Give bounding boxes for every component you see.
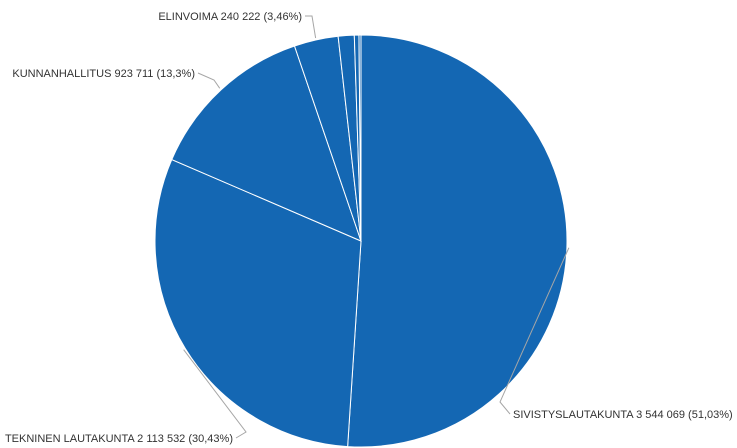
slice-label-kunnanhallitus: KUNNANHALLITUS 923 711 (13,3%)	[12, 68, 195, 80]
leader-line-tekninen-lautakunta	[183, 349, 247, 439]
pie-slice-small-6[interactable]	[358, 34, 362, 242]
slice-label-elinvoima: ELINVOIMA 240 222 (3,46%)	[158, 11, 302, 23]
slice-label-tekninen-lautakunta: TEKNINEN LAUTAKUNTA 2 113 532 (30,43%)	[5, 433, 233, 445]
leader-line-elinvoima	[305, 15, 317, 39]
slice-label-sivistyslautakunta: SIVISTYSLAUTAKUNTA 3 544 069 (51,03%)	[513, 409, 733, 421]
leader-line-kunnanhallitus	[197, 72, 221, 89]
pie-slice-kunnanhallitus[interactable]	[171, 45, 362, 242]
labels-layer: SIVISTYSLAUTAKUNTA 3 544 069 (51,03%) TE…	[5, 11, 733, 445]
leaders-layer	[183, 15, 570, 439]
slices-layer	[154, 34, 568, 448]
leader-line-sivistyslautakunta	[499, 247, 570, 415]
pie-slice-tekninen-lautakunta[interactable]	[154, 158, 362, 448]
pie-slice-sivistyslautakunta[interactable]	[347, 34, 568, 448]
